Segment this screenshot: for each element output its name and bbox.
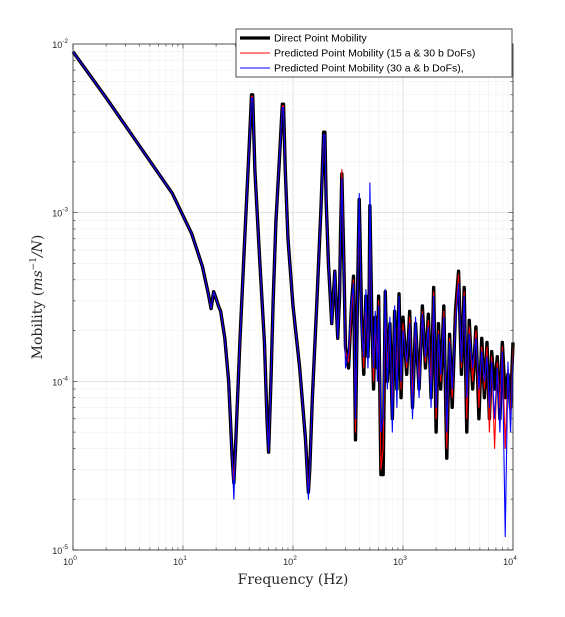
x-tick-label: 103 — [393, 555, 407, 567]
y-axis-label: Mobility (ms−1/N) — [29, 235, 46, 360]
x-tick-label: 102 — [283, 555, 297, 567]
y-tick-label: 10-3 — [52, 207, 68, 219]
series-line-predicted-30ab — [72, 51, 514, 538]
x-tick-label: 104 — [503, 555, 517, 567]
series-layer — [71, 50, 515, 538]
y-axis-label-sup: −1 — [29, 257, 39, 270]
x-tick-labels: 100 101 102 103 104 — [63, 555, 517, 567]
y-tick-label: 10-5 — [52, 544, 68, 556]
y-tick-label: 10-2 — [52, 38, 68, 50]
x-tick-label: 100 — [63, 555, 77, 567]
y-axis-label-prefix: Mobility ( — [30, 291, 46, 360]
y-tick-label: 10-4 — [52, 375, 68, 387]
legend-label-direct: Direct Point Mobility — [274, 33, 368, 45]
legend-box — [235, 28, 513, 78]
legend: Direct Point Mobility Predicted Point Mo… — [235, 28, 513, 78]
legend-label-predicted-15a30b: Predicted Point Mobility (15 a & 30 b Do… — [274, 48, 475, 60]
legend-label-predicted-30ab: Predicted Point Mobility (30 a & b DoFs)… — [274, 63, 464, 75]
y-axis-label-math2: /N — [30, 239, 46, 259]
x-axis-label: Frequency (Hz) — [238, 572, 349, 588]
y-tick-labels: 10-5 10-4 10-3 10-2 — [52, 38, 68, 556]
y-axis-label-suffix: ) — [30, 235, 46, 240]
y-axis-label-math: ms — [30, 270, 46, 290]
x-tick-label: 101 — [173, 555, 187, 567]
